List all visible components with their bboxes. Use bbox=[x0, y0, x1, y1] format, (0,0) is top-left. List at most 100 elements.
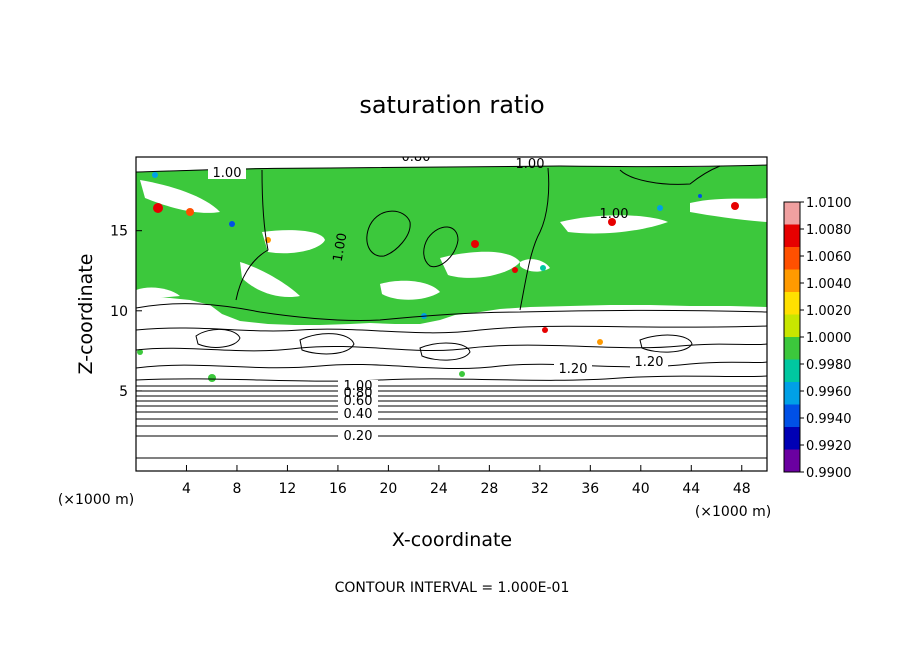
white-patch bbox=[262, 230, 325, 254]
white-patch bbox=[440, 251, 520, 278]
x-tick-label: 36 bbox=[581, 481, 599, 497]
contour-line bbox=[136, 325, 767, 334]
x-tick-label: 16 bbox=[329, 481, 347, 497]
y-tick-label: 10 bbox=[110, 304, 128, 320]
contour-label: 0.80 bbox=[402, 150, 431, 165]
colorbar: 1.0100 1.0080 1.0060 1.0040 1.0020 1.0000 0.99… bbox=[783, 196, 852, 481]
colorbar-tick-label: 1.0080 bbox=[806, 223, 852, 238]
highlight-spot bbox=[540, 265, 546, 271]
contour-line bbox=[619, 165, 721, 185]
contour-line bbox=[299, 333, 355, 355]
contour-label: 0.20 bbox=[344, 429, 373, 444]
contour-label: 1.00 bbox=[344, 379, 373, 394]
contour-label: 1.00 bbox=[516, 157, 545, 172]
highlight-spot bbox=[152, 172, 158, 178]
colorbar-segment bbox=[784, 337, 800, 360]
highlight-spot bbox=[597, 339, 603, 345]
white-patch bbox=[240, 262, 300, 298]
contour-label: 0.60 bbox=[344, 394, 373, 409]
colorbar-segment bbox=[784, 314, 800, 338]
contour-line bbox=[639, 334, 693, 353]
highlight-spot bbox=[459, 371, 465, 377]
x-unit-label-left: (×1000 m) bbox=[58, 492, 134, 508]
contour-label: 1.00 bbox=[600, 207, 629, 222]
y-tick-label: 5 bbox=[119, 384, 128, 400]
x-tick-label: 28 bbox=[480, 481, 498, 497]
colorbar-tick-label: 0.9900 bbox=[806, 466, 852, 481]
highlight-spot bbox=[137, 349, 143, 355]
white-patch bbox=[690, 198, 767, 222]
colorbar-tick-label: 1.0020 bbox=[806, 304, 852, 319]
contour-line bbox=[136, 375, 767, 382]
x-tick-label: 44 bbox=[682, 481, 700, 497]
colorbar-segment bbox=[784, 292, 800, 315]
colorbar-tick-label: 0.9960 bbox=[806, 385, 852, 400]
plot-area: 0.80 1.00 1.00 1.00 1.00 1.20 1.20 1.00 … bbox=[136, 150, 767, 471]
y-axis-label: Z-coordinate bbox=[75, 254, 97, 375]
colorbar-segment bbox=[784, 427, 800, 450]
highlight-spot bbox=[731, 202, 739, 210]
highlight-spot bbox=[229, 221, 235, 227]
contour-line bbox=[419, 342, 471, 361]
colorbar-tick-label: 0.9920 bbox=[806, 439, 852, 454]
highlight-spot bbox=[608, 218, 616, 226]
y-tick-label: 15 bbox=[110, 224, 128, 240]
colorbar-segment bbox=[784, 359, 800, 383]
contour-line bbox=[195, 329, 241, 348]
highlight-spot bbox=[208, 374, 216, 382]
colorbar-segment bbox=[784, 247, 800, 270]
x-tick-label: 24 bbox=[430, 481, 448, 497]
x-tick-label: 8 bbox=[232, 481, 241, 497]
x-tick-label: 48 bbox=[733, 481, 751, 497]
x-tick-label: 32 bbox=[531, 481, 549, 497]
colorbar-tick-label: 1.0040 bbox=[806, 277, 852, 292]
x-tick-label: 4 bbox=[182, 481, 191, 497]
x-tick-label: 20 bbox=[379, 481, 397, 497]
contour-label: 1.20 bbox=[559, 362, 588, 377]
contour-line bbox=[423, 226, 459, 268]
colorbar-segment bbox=[784, 224, 800, 248]
contour-line bbox=[366, 210, 411, 257]
highlight-spot bbox=[186, 208, 194, 216]
white-patch bbox=[380, 280, 440, 300]
highlight-spot bbox=[153, 203, 163, 213]
contour-line bbox=[136, 361, 767, 370]
highlight-spot bbox=[471, 240, 479, 248]
colorbar-segment bbox=[784, 269, 800, 293]
colorbar-tick-label: 0.9980 bbox=[806, 358, 852, 373]
contour-label: 1.00 bbox=[331, 232, 351, 263]
x-unit-label-right: (×1000 m) bbox=[695, 504, 771, 520]
white-patch bbox=[140, 180, 220, 213]
colorbar-tick-label: 0.9940 bbox=[806, 412, 852, 427]
x-tick-label: 12 bbox=[279, 481, 297, 497]
colorbar-segment bbox=[784, 449, 800, 473]
contour-line bbox=[136, 303, 767, 322]
x-axis-label: X-coordinate bbox=[392, 529, 512, 551]
colorbar-tick-label: 1.0100 bbox=[806, 196, 852, 211]
highlight-spot bbox=[657, 205, 663, 211]
y-axis-ticks: 5 10 15 bbox=[110, 224, 142, 400]
contour-label: 0.80 bbox=[344, 386, 373, 401]
contour-lines bbox=[136, 164, 767, 459]
contour-line bbox=[235, 169, 269, 301]
contour-label: 1.20 bbox=[635, 355, 664, 370]
colorbar-segment bbox=[784, 382, 800, 405]
upper-saturated-region bbox=[136, 165, 767, 325]
x-tick-label: 40 bbox=[632, 481, 650, 497]
highlight-spot bbox=[698, 194, 702, 198]
contour-label: 1.00 bbox=[213, 166, 242, 181]
colorbar-segment bbox=[784, 202, 800, 225]
contour-line bbox=[519, 167, 550, 311]
x-axis-ticks: 4 8 12 16 20 24 28 32 36 40 44 48 bbox=[182, 465, 751, 497]
plot-frame bbox=[135, 156, 768, 472]
contour-labels: 0.80 1.00 1.00 1.00 1.00 1.20 1.20 1.00 … bbox=[208, 150, 668, 444]
contour-label: 0.40 bbox=[344, 407, 373, 422]
contour-interval-note: CONTOUR INTERVAL = 1.000E-01 bbox=[335, 580, 570, 596]
white-patch bbox=[136, 287, 180, 300]
colorbar-tick-label: 1.0000 bbox=[806, 331, 852, 346]
colorbar-tick-label: 1.0060 bbox=[806, 250, 852, 265]
colorbar-segment bbox=[784, 404, 800, 428]
highlight-spot bbox=[512, 267, 518, 273]
highlight-spot bbox=[542, 327, 548, 333]
